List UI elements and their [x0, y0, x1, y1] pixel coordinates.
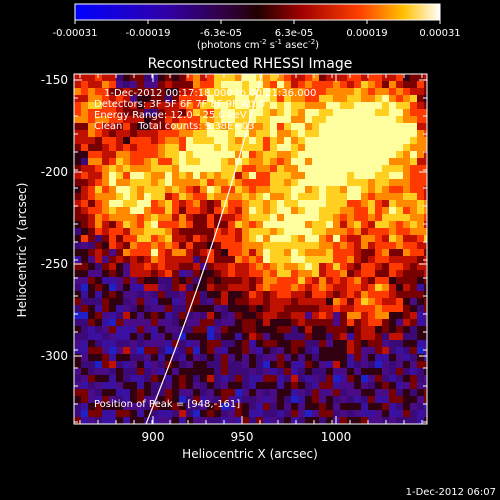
y-tick-label: -150 [41, 73, 68, 87]
x-tick-label: 900 [142, 430, 165, 444]
x-tick-label: 950 [231, 430, 254, 444]
y-tick-label: -300 [41, 349, 68, 363]
footer-date: 1-Dec-2012 06:07 [406, 487, 496, 498]
plot-title: Reconstructed RHESSI Image [148, 56, 353, 72]
colorbar-tick-label: 0.00019 [346, 28, 387, 39]
colorbar-ticks [74, 20, 441, 24]
image-pixels [74, 74, 427, 424]
info-detectors: Detectors: 3F 5F 6F 7F 8F 9F Att 0 [94, 99, 265, 110]
colorbar-tick-label: -6.3e-05 [200, 28, 242, 39]
colorbar-unit: (photons cm-2 s-1 asec-2) [197, 38, 319, 51]
info-time-range: 1-Dec-2012 00:17:18.000 to 00:21:36.000 [104, 88, 316, 99]
colorbar-tick-label: 6.3e-05 [275, 28, 313, 39]
axis-ticks [74, 74, 427, 424]
x-tick-label: 1000 [321, 430, 352, 444]
colorbar-tick-label: 0.00031 [419, 28, 460, 39]
y-tick-label: -200 [41, 165, 68, 179]
x-axis-label: Heliocentric X (arcsec) [182, 447, 318, 461]
y-tick-label: -250 [41, 257, 68, 271]
y-axis-label: Heliocentric Y (arcsec) [15, 183, 29, 318]
colorbar-tick-labels: -0.00031 -0.00019 -6.3e-05 6.3e-05 0.000… [53, 28, 461, 39]
peak-position: Position of Peak = [948,-161] [94, 399, 240, 410]
info-counts: Clean Total counts: 9.38E+03 [94, 121, 254, 132]
x-tick-labels: 900 950 1000 [142, 430, 352, 444]
solar-limb [145, 74, 263, 424]
rhessi-image [74, 74, 427, 424]
plot-frame [73, 73, 428, 425]
colorbar-tick-label: -0.00031 [53, 28, 98, 39]
info-energy-range: Energy Range: 12.0 - 25.0 keV [94, 110, 247, 121]
info-block: 1-Dec-2012 00:17:18.000 to 00:21:36.000 … [94, 88, 316, 410]
y-tick-labels: -150 -200 -250 -300 [41, 73, 68, 363]
colorbar-tick-label: -0.00019 [126, 28, 171, 39]
colorbar [74, 3, 441, 21]
